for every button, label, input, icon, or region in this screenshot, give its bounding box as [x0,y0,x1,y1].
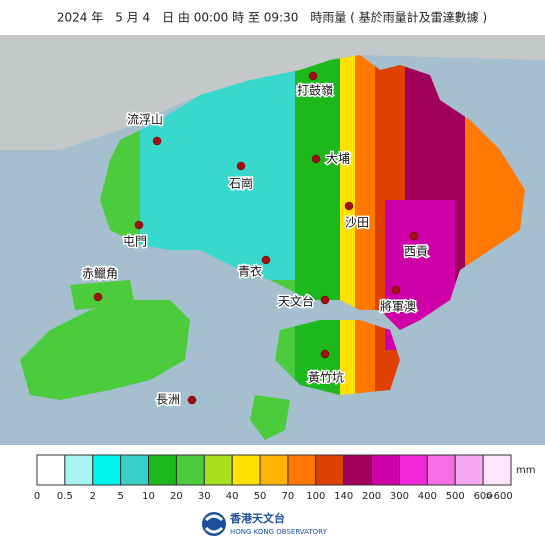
legend-swatch [64,454,94,486]
station-dot [320,349,330,359]
place-label: 屯門 [123,235,147,249]
station-dot [311,154,321,164]
station-dot [152,136,162,146]
place-label: 青衣 [238,264,262,279]
legend-label: 0.5 [57,491,73,502]
place-label: 將軍澳 [380,299,416,314]
logo-en: HONG KONG OBSERVATORY [230,528,328,536]
legend-swatch [398,454,428,486]
legend-swatch [148,454,177,486]
station-dot [236,161,246,171]
legend-label: 600 [474,491,493,502]
legend-swatch [231,454,261,486]
station-dot [391,285,401,295]
station-dot [320,295,330,305]
station-dot [308,71,318,81]
station-dot [134,220,144,230]
legend-label: 30 [198,491,211,502]
legend-label: 400 [418,491,437,502]
place-label: 沙田 [345,216,369,230]
legend-swatch [175,454,205,486]
legend-label: 0 [34,491,40,502]
legend-swatch [343,454,373,486]
legend-label: 70 [282,491,295,502]
legend-label: >600 [485,491,512,502]
title: 2024 年 5 月 4 日 由 00:00 時 至 09:30 時雨量 ( 基… [57,10,487,25]
place-label: 大埔 [326,152,350,166]
legend-swatch [92,454,122,486]
legend-swatch [36,454,66,486]
place-label: 天文台 [278,294,314,309]
station-dot [344,201,354,211]
legend-swatch [315,454,345,486]
legend-label: 2 [90,491,96,502]
legend-swatch [454,454,484,486]
legend-label: 10 [142,491,155,502]
legend-swatch [259,454,289,486]
station-dot [187,395,197,405]
place-label: 黃竹坑 [308,370,344,385]
place-label: 打鼓嶺 [297,84,333,98]
place-label: 流浮山 [127,113,163,127]
legend-label: 20 [170,491,183,502]
place-label: 赤鱲角 [82,267,118,281]
mainland [0,35,545,150]
place-label: 長洲 [156,393,180,407]
legend-swatch [482,454,512,486]
legend-swatch [120,454,150,486]
legend-label: 500 [446,491,465,502]
legend-label: 300 [390,491,409,502]
legend-swatch [371,454,400,486]
legend-swatch [203,454,233,486]
station-dot [261,255,271,265]
station-dot [409,231,419,241]
station-dot [93,292,103,302]
legend-label: 5 [117,491,123,502]
legend-swatch [426,454,456,486]
legend-label: 40 [226,491,239,502]
logo: 香港天文台 HONG KONG OBSERVATORY [202,511,328,536]
legend-label: 140 [334,491,353,502]
legend-label: 100 [306,491,325,502]
logo-zh: 香港天文台 [229,511,285,525]
place-label: 石崗 [229,177,253,191]
legend-label: 50 [254,491,267,502]
place-label: 西貢 [404,245,428,259]
legend-swatch [287,454,317,486]
legend-unit: mm [516,465,535,476]
legend-label: 200 [362,491,381,502]
